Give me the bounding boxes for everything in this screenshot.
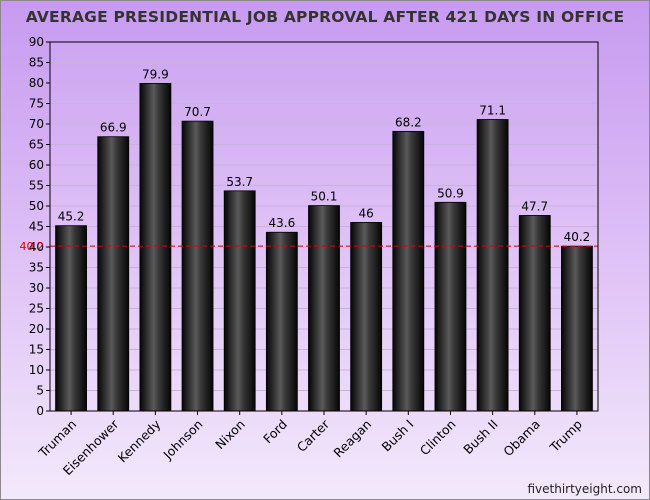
y-tick-label: 50 bbox=[29, 199, 44, 213]
bar bbox=[392, 130, 425, 412]
data-label: 46 bbox=[359, 206, 374, 220]
data-label: 47.7 bbox=[521, 199, 548, 213]
bar bbox=[561, 245, 593, 412]
y-axis-ticks: 0 5 10 15 20 25 30 35 40 45 50 55 60 65 70 75 80 85 90 bbox=[29, 35, 50, 418]
plot-border bbox=[49, 41, 599, 412]
data-label: 50.1 bbox=[311, 190, 338, 204]
chart-title: AVERAGE PRESIDENTIAL JOB APPROVAL AFTER … bbox=[25, 8, 625, 26]
y-tick-label: 70 bbox=[29, 117, 44, 131]
x-tick-label: Reagan bbox=[330, 417, 374, 461]
bar bbox=[350, 221, 383, 412]
y-tick-label: 35 bbox=[29, 261, 44, 275]
reference-line-label: 40.2 bbox=[20, 240, 45, 253]
bar bbox=[476, 119, 509, 412]
x-tick-label: Bush II bbox=[460, 417, 501, 458]
y-tick-label: 80 bbox=[29, 76, 44, 90]
y-tick-label: 0 bbox=[36, 404, 44, 418]
y-tick-label: 40 bbox=[29, 240, 44, 254]
x-tick-label: Trump bbox=[546, 416, 585, 455]
x-tick-label: Kennedy bbox=[115, 416, 164, 465]
axes bbox=[49, 41, 599, 415]
bars: 45.2 66.9 79.9 70.7 53.7 43.6 50.1 46 68.2 50.9 71… bbox=[55, 67, 593, 412]
bar bbox=[223, 190, 256, 412]
x-tick-label: Nixon bbox=[212, 417, 248, 453]
bar bbox=[434, 201, 467, 412]
source-credit: fivethirtyeight.com bbox=[527, 482, 642, 496]
reference-line-group: 40.2 bbox=[20, 240, 598, 253]
data-label: 68.2 bbox=[395, 115, 422, 129]
x-tick-label: Carter bbox=[294, 416, 333, 455]
data-label: 66.9 bbox=[100, 121, 127, 135]
bar bbox=[181, 120, 214, 412]
y-tick-label: 85 bbox=[29, 56, 44, 70]
x-tick-label: Ford bbox=[260, 417, 290, 447]
bar bbox=[518, 215, 551, 412]
y-tick-label: 90 bbox=[29, 35, 44, 49]
x-tick-label: Obama bbox=[500, 417, 543, 460]
data-label: 43.6 bbox=[268, 216, 295, 230]
y-tick-label: 25 bbox=[29, 302, 44, 316]
y-tick-label: 5 bbox=[36, 384, 44, 398]
y-tick-label: 45 bbox=[29, 220, 44, 234]
data-label: 53.7 bbox=[226, 175, 253, 189]
y-tick-label: 65 bbox=[29, 138, 44, 152]
bar bbox=[308, 205, 340, 412]
y-tick-label: 30 bbox=[29, 281, 44, 295]
data-label: 40.2 bbox=[564, 230, 591, 244]
y-tick-label: 15 bbox=[29, 343, 44, 357]
x-tick-label: Clinton bbox=[417, 417, 459, 459]
bar bbox=[97, 136, 130, 412]
y-tick-label: 10 bbox=[29, 363, 44, 377]
bar bbox=[139, 83, 172, 412]
data-label: 70.7 bbox=[184, 105, 211, 119]
y-tick-label: 20 bbox=[29, 322, 44, 336]
bar bbox=[55, 225, 87, 412]
x-tick-label: Johnson bbox=[160, 417, 206, 463]
data-label: 79.9 bbox=[142, 67, 169, 81]
bar bbox=[265, 231, 298, 412]
data-label: 50.9 bbox=[437, 186, 464, 200]
y-tick-label: 55 bbox=[29, 179, 44, 193]
data-label: 45.2 bbox=[58, 210, 85, 224]
data-label: 71.1 bbox=[479, 103, 506, 117]
y-tick-label: 75 bbox=[29, 97, 44, 111]
y-tick-label: 60 bbox=[29, 158, 44, 172]
x-tick-label: Bush I bbox=[379, 417, 417, 455]
